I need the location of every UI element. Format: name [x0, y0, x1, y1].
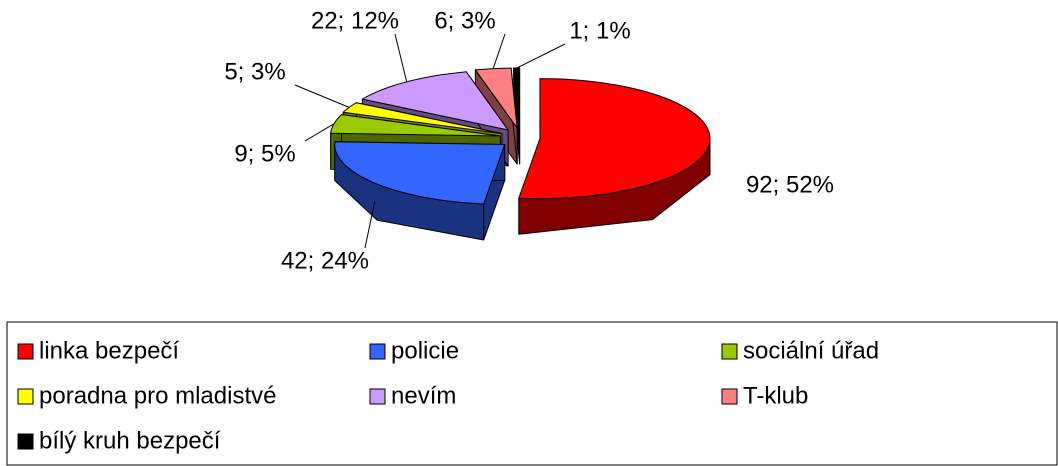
data-label: 1; 1% [569, 17, 630, 44]
legend-swatch [17, 433, 34, 450]
slice-top [513, 67, 521, 129]
leader-line [294, 84, 350, 108]
data-label: 5; 3% [224, 58, 285, 85]
leader-line [304, 123, 335, 142]
data-label: 92; 52% [746, 171, 834, 198]
slice [334, 141, 506, 241]
slice-top [361, 71, 509, 131]
legend-label: policie [391, 337, 459, 364]
data-label: 22; 12% [311, 7, 399, 34]
legend-swatch [721, 343, 738, 360]
slice-top [334, 141, 506, 205]
legend-label: bílý kruh bezpečí [39, 427, 221, 454]
legend-box [6, 321, 1058, 466]
leader-line [492, 33, 506, 69]
legend-label: linka bezpečí [39, 337, 179, 364]
leader-line [364, 201, 376, 249]
legend-swatch [17, 388, 34, 405]
data-label: 42; 24% [281, 247, 369, 274]
leader-line [516, 43, 566, 69]
leader-line [394, 33, 408, 82]
slice-top [330, 114, 501, 137]
legend-label: T-klub [743, 382, 808, 409]
slice [513, 67, 521, 165]
legend-swatch [369, 343, 386, 360]
data-label: 6; 3% [434, 7, 495, 34]
data-label: 9; 5% [234, 140, 295, 167]
legend-swatch [17, 343, 34, 360]
legend-label: nevím [391, 382, 456, 409]
legend-label: poradna pro mladistvé [39, 382, 276, 409]
legend-label: sociální úřad [743, 337, 879, 364]
legend-swatch [721, 388, 738, 405]
legend-swatch [369, 388, 386, 405]
slice-top [518, 78, 711, 200]
slice [518, 78, 711, 235]
